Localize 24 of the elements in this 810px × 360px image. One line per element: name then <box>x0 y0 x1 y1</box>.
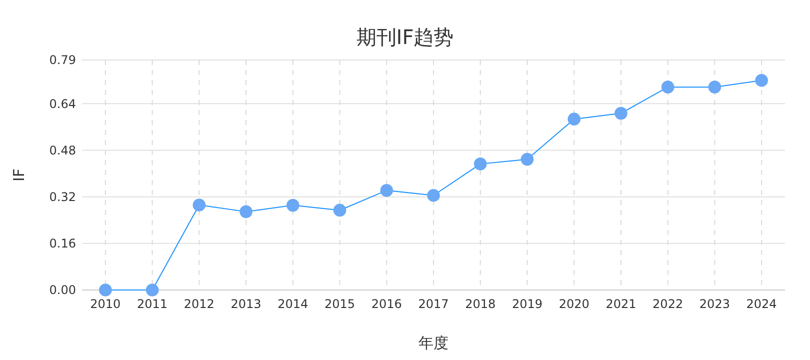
x-tick-label: 2018 <box>465 297 496 311</box>
x-tick-label: 2021 <box>606 297 636 311</box>
y-tick-label: 0.32 <box>49 190 76 204</box>
y-tick-label: 0.79 <box>49 53 76 68</box>
x-tick-label: 2019 <box>512 297 543 311</box>
y-tick-label: 0.48 <box>49 143 76 158</box>
y-axis-title: IF <box>10 168 28 182</box>
x-tick-label: 2014 <box>278 297 308 311</box>
x-tick-label: 2020 <box>558 297 590 311</box>
x-axis-title: 年度 <box>418 334 448 352</box>
x-tick-label: 2012 <box>184 297 214 311</box>
x-tick-label: 2023 <box>699 297 730 311</box>
x-tick-label: 2017 <box>418 297 449 311</box>
x-tick-label: 2016 <box>371 297 402 311</box>
x-tick-label: 2013 <box>230 297 262 311</box>
y-tick-label: 0.00 <box>49 283 76 298</box>
chart-title: 期刊IF趋势 <box>356 25 454 49</box>
x-tick-label: 2022 <box>652 297 684 311</box>
x-tick-label: 2010 <box>90 297 121 311</box>
x-tick-label: 2015 <box>324 297 356 311</box>
y-tick-label: 0.64 <box>49 96 76 111</box>
x-tick-label: 2024 <box>746 297 777 311</box>
y-tick-label: 0.16 <box>49 236 76 251</box>
x-tick-label: 2011 <box>137 297 168 311</box>
